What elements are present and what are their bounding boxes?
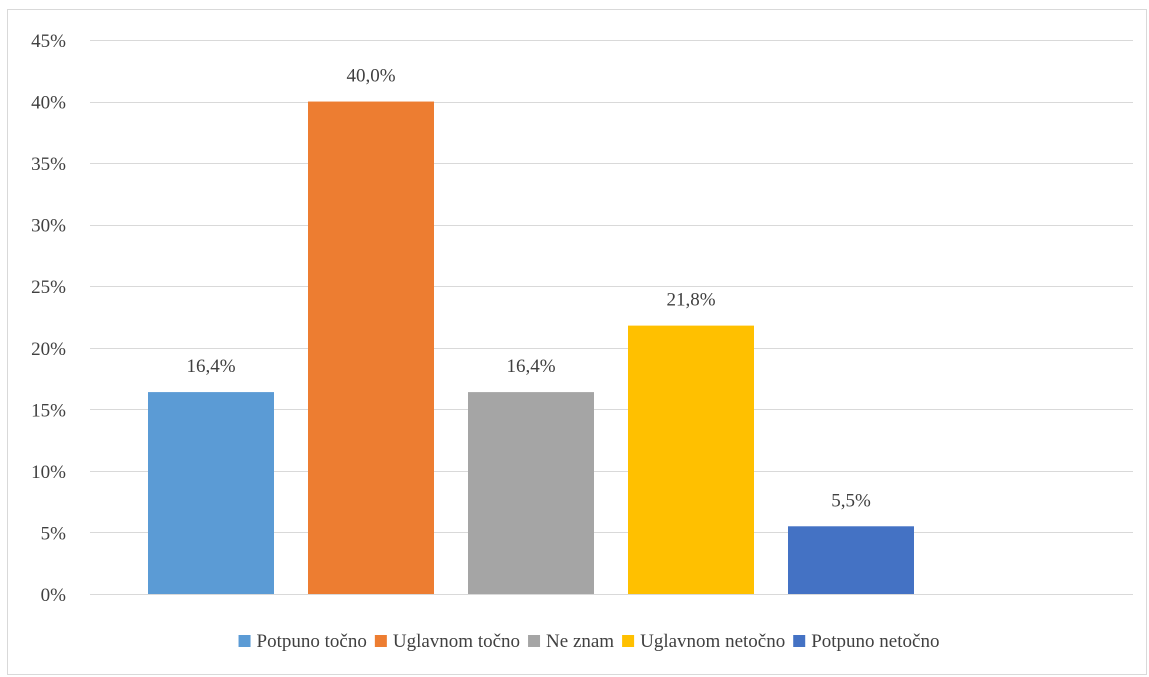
legend-label: Uglavnom točno [393,631,520,652]
legend: Potpuno točno Uglavnom točno Ne znam Uglavn… [238,631,939,652]
y-tick-label: 0% [41,585,67,606]
bar [468,392,594,594]
y-tick-label: 30% [31,216,66,237]
legend-label: Potpuno netočno [811,631,939,652]
y-tick-label: 5% [41,523,67,544]
y-tick-label: 35% [31,154,66,175]
data-labels: 16,4% 40,0% 16,4% 21,8% 5,5% [186,66,871,512]
y-axis: 0% 5% 10% 15% 20% 25% 30% 35% 40% 45% [31,31,66,606]
legend-item: Uglavnom netočno [622,631,785,652]
y-tick-label: 25% [31,277,66,298]
data-label: 21,8% [666,290,715,311]
legend-swatch [793,635,806,647]
bar [628,325,754,594]
legend-swatch [374,635,387,647]
y-tick-label: 40% [31,93,66,114]
legend-label: Ne znam [546,631,614,652]
y-tick-label: 20% [31,339,66,360]
data-label: 16,4% [506,356,555,377]
legend-swatch [238,635,251,647]
bar [788,526,914,594]
bar [148,392,274,594]
legend-item: Ne znam [528,631,614,652]
legend-item: Potpuno točno [238,631,367,652]
legend-item: Uglavnom točno [374,631,520,652]
legend-swatch [528,635,541,647]
data-label: 5,5% [831,490,871,511]
legend-label: Potpuno točno [257,631,367,652]
legend-label: Uglavnom netočno [640,631,785,652]
y-tick-label: 15% [31,400,66,421]
data-label: 16,4% [186,356,235,377]
bar [308,101,434,595]
legend-swatch [622,635,635,647]
data-label: 40,0% [346,66,395,87]
legend-item: Potpuno netočno [793,631,939,652]
y-tick-label: 10% [31,462,66,483]
y-tick-label: 45% [31,31,66,52]
bars [148,101,914,595]
